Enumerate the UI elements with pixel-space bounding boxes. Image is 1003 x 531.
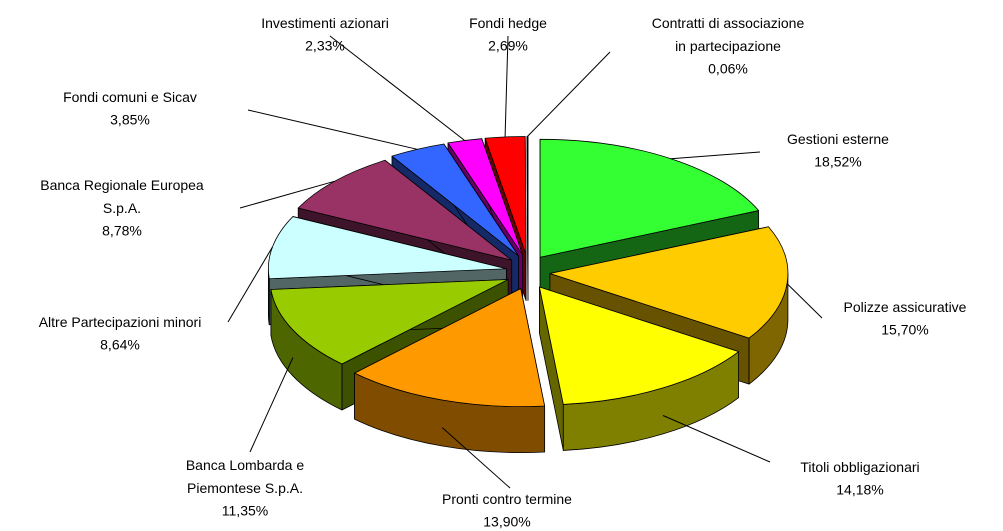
- leader-line: [527, 51, 611, 137]
- leader-line: [239, 180, 336, 209]
- leader-line: [670, 151, 761, 160]
- slice-label: Banca Lombarda e Piemontese S.p.A.: [186, 457, 305, 496]
- label-line: Polizze assicurative: [844, 299, 967, 315]
- slice-label: Polizze assicurative: [844, 299, 967, 315]
- slice: [526, 136, 529, 301]
- value-label: 11,35%: [222, 503, 268, 519]
- label-line: Gestioni esterne: [787, 131, 889, 147]
- slice-label: Altre Partecipazioni minori: [39, 314, 202, 330]
- leader-line: [329, 35, 465, 141]
- label-line: Piemontese S.p.A.: [187, 480, 303, 496]
- label-line: Contratti di associazione: [652, 15, 805, 31]
- slice-top: [297, 159, 513, 261]
- slice-label: Contratti di associazione in partecipazio…: [652, 15, 805, 54]
- slice-top: [391, 143, 520, 257]
- label-line: Altre Partecipazioni minori: [39, 314, 202, 330]
- value-label: 8,64%: [100, 337, 140, 353]
- value-label: 3,85%: [110, 112, 150, 128]
- slice-top: [270, 279, 509, 365]
- label-line: in partecipazione: [675, 38, 781, 54]
- slice-label: Fondi comuni e Sicav: [63, 89, 197, 105]
- slice-top: [549, 226, 789, 339]
- value-label: 18,52%: [814, 154, 861, 170]
- slice-label: Pronti contro termine: [442, 491, 572, 507]
- slice-top: [354, 288, 546, 408]
- leader-line: [504, 35, 509, 137]
- label-line: Fondi comuni e Sicav: [63, 89, 197, 105]
- leader-line: [247, 109, 418, 150]
- leader-line: [249, 357, 294, 453]
- label-line: Banca Lombarda e: [186, 457, 305, 473]
- label-line: Investimenti azionari: [261, 15, 389, 31]
- label-line: Pronti contro termine: [442, 491, 572, 507]
- value-label: 15,70%: [881, 322, 928, 338]
- slice-label: Fondi hedge: [469, 15, 547, 31]
- slice-label: Titoli obbligazionari: [800, 459, 919, 475]
- pie: [267, 136, 789, 454]
- label-line: Fondi hedge: [469, 15, 547, 31]
- slice: [354, 288, 546, 454]
- value-label: 2,69%: [488, 38, 528, 54]
- label-line: Titoli obbligazionari: [800, 459, 919, 475]
- value-label: 13,90%: [483, 514, 530, 530]
- label-line: Banca Regionale Europea: [40, 177, 204, 193]
- slice-top: [539, 286, 739, 405]
- leader-line: [662, 415, 771, 463]
- leader-line: [227, 246, 273, 323]
- slice-top: [539, 138, 760, 258]
- slice-label: Investimenti azionari: [261, 15, 389, 31]
- label-line: S.p.A.: [103, 200, 141, 216]
- value-label: 2,33%: [305, 38, 345, 54]
- value-label: 14,18%: [836, 482, 883, 498]
- slice-top: [447, 138, 524, 256]
- slice-label: Gestioni esterne: [787, 131, 889, 147]
- value-label: 0,06%: [708, 61, 748, 77]
- leader-line: [441, 427, 511, 489]
- slice-top: [268, 216, 507, 280]
- slice-label: Banca Regionale Europea S.p.A.: [40, 177, 204, 216]
- slice: [539, 286, 739, 451]
- value-label: 8,78%: [102, 223, 142, 239]
- slice-top: [484, 136, 527, 255]
- leader-line: [786, 283, 823, 319]
